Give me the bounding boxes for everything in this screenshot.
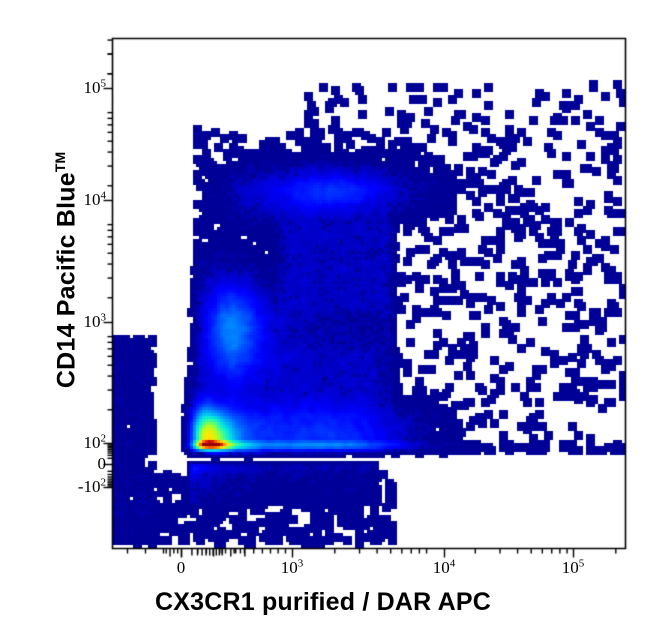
y-tick-label: 104 [83, 189, 107, 209]
y-tick-label: 0 [97, 454, 107, 473]
x-tick-label: 104 [432, 557, 456, 577]
x-axis-title: CX3CR1 purified / DAR APC [154, 588, 492, 616]
y-tick-label: 103 [83, 311, 107, 331]
y-tick-label: 102 [83, 432, 107, 452]
x-tick-label: 103 [280, 557, 304, 577]
y-tick-label: 105 [83, 77, 107, 97]
x-tick-label: 0 [176, 558, 186, 577]
x-tick-label: 105 [561, 557, 585, 577]
trademark-symbol: TM [52, 151, 68, 173]
y-tick-label: -102 [77, 476, 106, 496]
